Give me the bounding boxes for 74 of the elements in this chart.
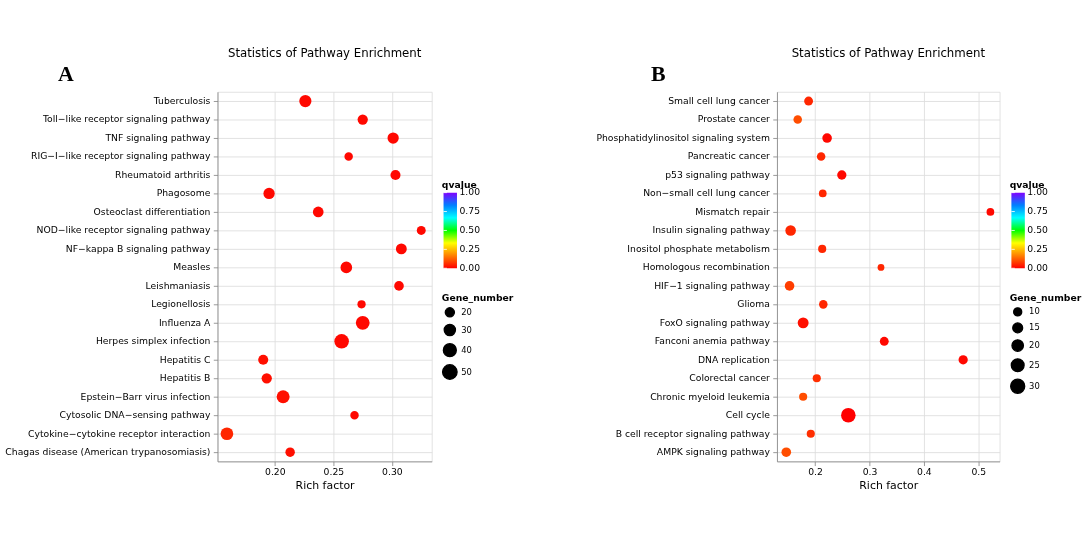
y-tick-label: Hepatitis B	[159, 372, 211, 384]
y-tick-label: Influenza A	[158, 316, 212, 328]
color-bar-title: qvalue	[1009, 178, 1045, 190]
y-tick-label: NOD−like receptor signaling pathway	[36, 224, 211, 236]
x-tick-label: 0.20	[265, 466, 286, 478]
y-tick-label: TNF signaling pathway	[104, 131, 211, 143]
y-tick-label: Tuberculosis	[152, 95, 211, 107]
legend-title: Gene_number	[441, 292, 514, 303]
x-tick-label: 0.30	[382, 466, 403, 478]
legend-label: 30	[1029, 380, 1040, 391]
y-tick-label: Chronic myeloid leukemia	[650, 390, 770, 402]
color-bar-label: 0.00	[459, 261, 481, 273]
y-tick-label: DNA replication	[697, 353, 771, 365]
x-tick-label: 0.2	[808, 466, 823, 478]
y-tick-label: Legionellosis	[151, 298, 211, 310]
legend-label: 30	[461, 324, 472, 335]
y-tick-label: Toll−like receptor signaling pathway	[41, 113, 211, 125]
x-axis-title: Rich factor	[295, 478, 356, 492]
y-tick-label: Prostate cancer	[697, 113, 771, 125]
y-tick-label: Glioma	[737, 298, 770, 310]
legend-label: 20	[461, 306, 472, 317]
x-tick-label: 0.3	[862, 466, 878, 478]
text: B	[651, 61, 666, 86]
x-axis-title: Rich factor	[859, 478, 919, 492]
y-tick-label: Herpes simplex infection	[95, 335, 211, 347]
y-tick-label: RIG−I−like receptor signaling pathway	[31, 150, 211, 162]
y-tick-label: Colorectal cancer	[689, 372, 771, 384]
y-tick-label: Insulin signaling pathway	[652, 224, 771, 236]
chart-title: Statistics of Pathway Enrichment	[227, 46, 422, 61]
y-tick-label: AMPK signaling pathway	[656, 446, 771, 458]
color-bar-label: 0.00	[1027, 261, 1049, 273]
y-tick-label: Inositol phosphate metabolism	[627, 242, 770, 254]
y-tick-label: Phosphatidylinositol signaling system	[596, 131, 770, 143]
y-tick-label: B cell receptor signaling pathway	[615, 427, 771, 439]
x-tick-label: 0.5	[971, 466, 987, 478]
y-tick-label: Epstein−Barr virus infection	[80, 390, 211, 402]
legend-label: 15	[1029, 322, 1040, 333]
color-bar-label: 0.50	[459, 223, 481, 235]
y-tick-label: Measles	[173, 261, 211, 273]
text: A	[57, 61, 74, 86]
color-bar-label: 0.25	[1027, 242, 1049, 254]
y-tick-label: FoxO signaling pathway	[659, 316, 771, 328]
y-tick-label: p53 signaling pathway	[665, 168, 771, 180]
y-tick-label: Hepatitis C	[159, 353, 211, 365]
y-tick-label: Osteoclast differentiation	[93, 205, 211, 217]
x-tick-label: 0.4	[917, 466, 932, 478]
y-tick-label: Rheumatoid arthritis	[115, 168, 211, 180]
y-tick-label: Fanconi anemia pathway	[654, 335, 771, 347]
x-tick-label: 0.25	[323, 466, 345, 478]
legend-label: 50	[461, 366, 472, 377]
y-tick-label: Phagosome	[156, 187, 211, 199]
y-tick-label: Non−small cell lung cancer	[643, 187, 771, 199]
legend-label: 40	[461, 344, 472, 355]
y-tick-label: HIF−1 signaling pathway	[654, 279, 771, 291]
legend-title: Gene_number	[1009, 292, 1082, 303]
legend-label: 20	[1029, 340, 1040, 351]
y-tick-label: Cytosolic DNA−sensing pathway	[59, 409, 211, 421]
legend-label: 10	[1029, 306, 1040, 317]
y-tick-label: Small cell lung cancer	[668, 95, 771, 107]
color-bar-label: 0.50	[1027, 223, 1049, 235]
y-tick-label: Mismatch repair	[695, 205, 771, 217]
color-bar-title: qvalue	[441, 178, 477, 190]
legend-label: 25	[1029, 359, 1040, 370]
y-tick-label: Cytokine−cytokine receptor interaction	[28, 427, 211, 439]
y-tick-label: Pancreatic cancer	[687, 150, 771, 162]
y-tick-label: Homologous recombination	[642, 261, 771, 273]
color-bar-label: 0.75	[459, 205, 481, 217]
color-bar-label: 0.25	[459, 242, 481, 254]
y-tick-label: NF−kappa B signaling pathway	[65, 242, 211, 254]
y-tick-label: Chagas disease (American trypanosomiasis)	[5, 446, 211, 458]
chart-title: Statistics of Pathway Enrichment	[791, 46, 986, 61]
color-bar-label: 0.75	[1027, 205, 1049, 217]
y-tick-label: Cell cycle	[725, 409, 771, 421]
y-tick-label: Leishmaniasis	[145, 279, 211, 291]
